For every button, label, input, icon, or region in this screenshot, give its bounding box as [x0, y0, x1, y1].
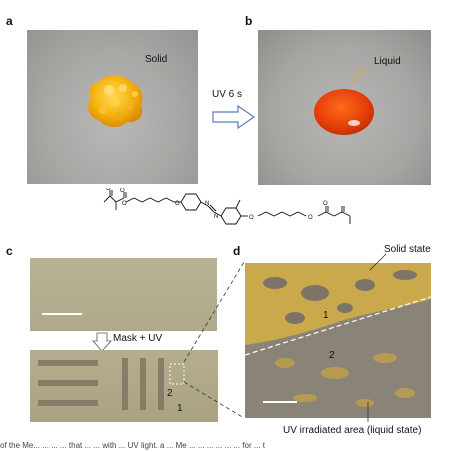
liquid-sample-photo: Liquid: [258, 30, 431, 185]
scale-bar: [42, 313, 82, 315]
svg-text:O: O: [175, 201, 180, 207]
film-before-exposure-photo: [30, 258, 217, 331]
solid-state-pointer: [369, 253, 387, 271]
mask-uv-label: Mask + UV: [113, 333, 163, 344]
domain-texture: [245, 263, 431, 418]
solid-sample-photo: Solid: [27, 30, 198, 184]
solid-state-label: Solid state: [384, 244, 431, 255]
panel-letter-b: b: [245, 14, 253, 28]
svg-text:O: O: [308, 215, 313, 221]
irradiated-pointer: [367, 402, 369, 422]
svg-text:O: O: [249, 215, 254, 221]
panel-letter-c: c: [6, 244, 13, 258]
microscope-image: 1 2: [245, 263, 431, 418]
region-1-label-d: 1: [323, 310, 329, 321]
panel-letter-d: d: [233, 244, 241, 258]
region-2-label-d: 2: [329, 350, 335, 361]
svg-text:O: O: [122, 201, 127, 207]
svg-text:N: N: [214, 214, 218, 220]
svg-text:O: O: [323, 201, 328, 207]
liquid-caption: Liquid: [374, 56, 401, 67]
svg-text:N: N: [205, 201, 209, 207]
uv-irradiated-label: UV irradiated area (liquid state): [283, 425, 422, 436]
region-2-label-c: 2: [167, 388, 173, 399]
panel-letter-a: a: [6, 14, 13, 28]
process-arrow-icon: [212, 104, 256, 130]
region-1-label-c: 1: [177, 403, 183, 414]
svg-text:O: O: [106, 188, 111, 192]
film-after-exposure-photo: 2 1: [30, 350, 218, 422]
zoom-connector-lines: [184, 262, 245, 419]
down-arrow-icon: [92, 332, 112, 352]
solid-caption: Solid: [145, 54, 168, 65]
molecular-structure-diagram: O O O O N N O O O: [103, 188, 351, 225]
svg-text:O: O: [120, 188, 125, 194]
solid-crystal-blob: [88, 75, 143, 128]
uv-time-label: UV 6 s: [212, 89, 243, 100]
patterned-stripes: [38, 358, 185, 410]
liquid-droplet: [314, 68, 374, 135]
caption-footer: of the Me... ... ... ... that ... ... wi…: [0, 441, 265, 450]
